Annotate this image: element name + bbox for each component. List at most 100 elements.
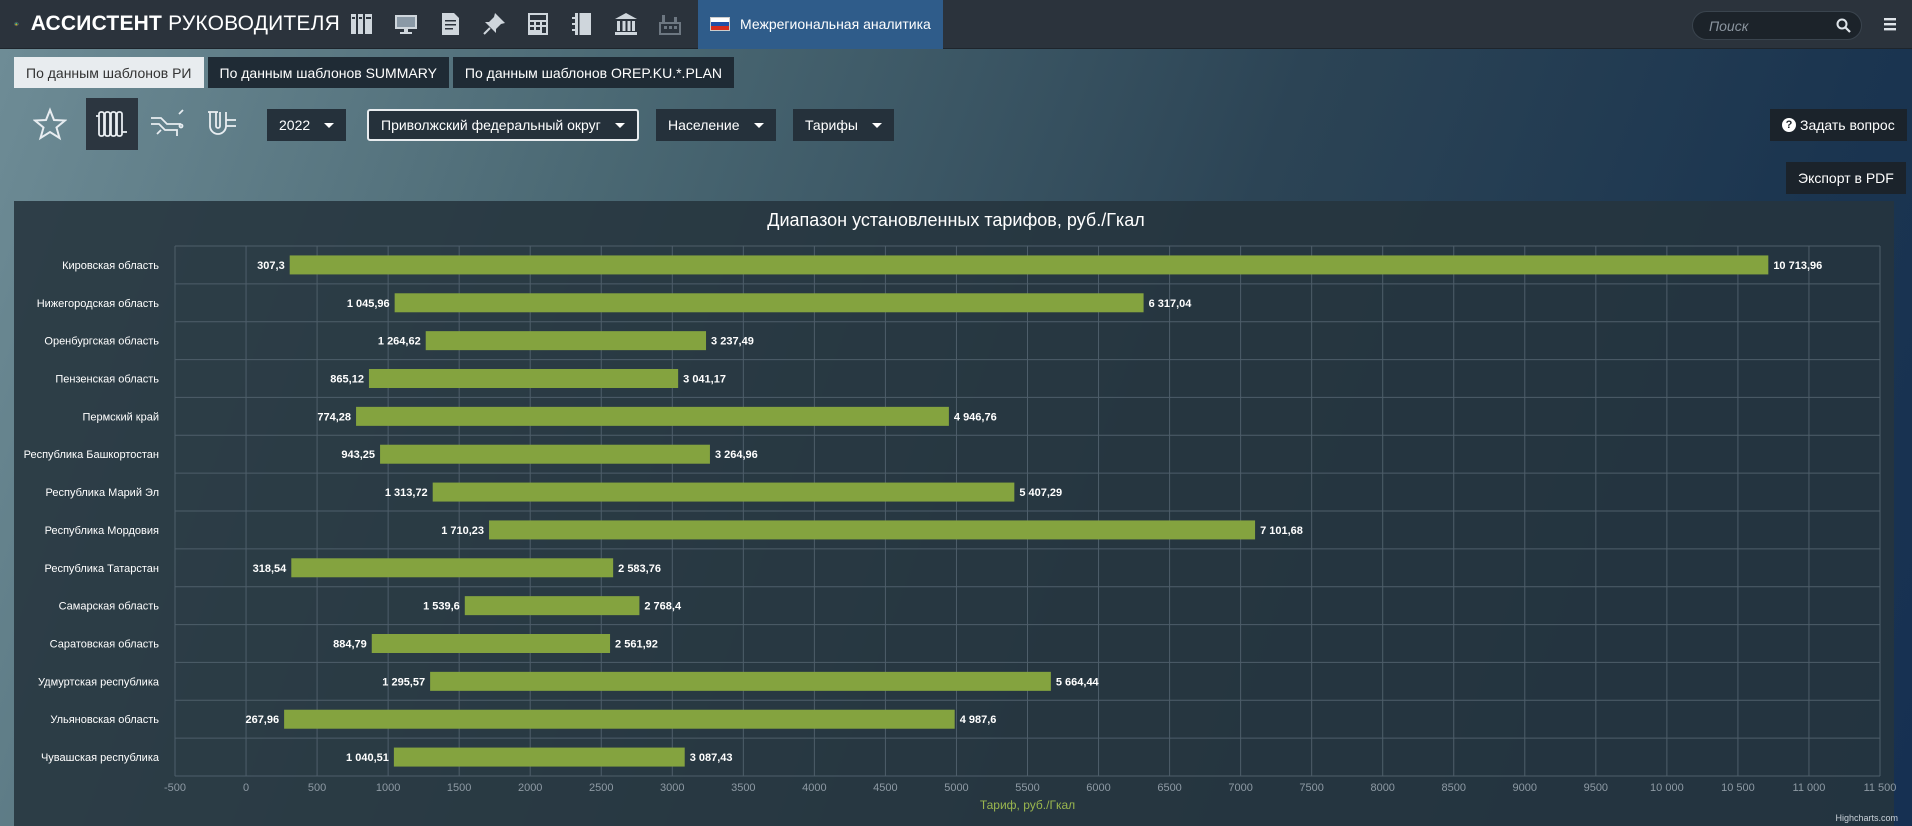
document-icon[interactable] — [428, 0, 472, 49]
category-label: Самарская область — [59, 601, 160, 613]
low-value-label: 1 539,6 — [423, 601, 460, 613]
category-label: Республика Марий Эл — [46, 487, 159, 499]
range-bar — [289, 255, 1769, 275]
chevron-down-icon — [753, 122, 764, 128]
range-bar — [284, 709, 955, 729]
high-value-label: 3 041,17 — [683, 374, 726, 386]
x-tick-label: 5500 — [1015, 782, 1039, 794]
sewage-pipe-icon[interactable] — [196, 98, 248, 150]
x-tick-label: 8500 — [1442, 782, 1466, 794]
category-label: Республика Мордовия — [45, 525, 159, 537]
range-bar — [489, 520, 1256, 540]
water-pipe-icon[interactable] — [142, 98, 194, 150]
category-label: Кировская область — [62, 260, 159, 272]
metric-dropdown[interactable]: Тарифы — [793, 109, 894, 141]
x-tick-label: 10 000 — [1650, 782, 1684, 794]
range-bar — [430, 671, 1051, 691]
chevron-down-icon — [324, 122, 335, 128]
pin-icon[interactable] — [472, 0, 516, 49]
x-tick-label: 500 — [308, 782, 326, 794]
tab-ri-templates[interactable]: По данным шаблонов РИ — [14, 57, 204, 88]
tab-orep-templates[interactable]: По данным шаблонов OREP.KU.*.PLAN — [452, 57, 735, 88]
ask-question-label: Задать вопрос — [1800, 117, 1895, 133]
monitor-icon[interactable] — [384, 0, 428, 49]
low-value-label: 865,12 — [330, 374, 364, 386]
x-tick-label: 2000 — [518, 782, 542, 794]
low-value-label: 884,79 — [333, 639, 367, 651]
district-dropdown[interactable]: Приволжский федеральный округ — [367, 109, 639, 141]
tab-summary-templates[interactable]: По данным шаблонов SUMMARY — [207, 57, 449, 88]
x-tick-label: 11 500 — [1864, 782, 1897, 794]
x-tick-label: 1500 — [447, 782, 471, 794]
notebook-icon[interactable] — [560, 0, 604, 49]
high-value-label: 5 407,29 — [1019, 487, 1062, 499]
high-value-label: 3 237,49 — [711, 336, 754, 348]
high-value-label: 4 946,76 — [954, 411, 997, 423]
low-value-label: 774,28 — [317, 411, 351, 423]
x-tick-label: 9500 — [1584, 782, 1608, 794]
high-value-label: 5 664,44 — [1056, 676, 1100, 688]
high-value-label: 3 264,96 — [715, 449, 758, 461]
top-bar: АССИСТЕНТ РУКОВОДИТЕЛЯ Межрегиональная а — [0, 0, 1912, 49]
chart-credits[interactable]: Highcharts.com — [1835, 813, 1898, 823]
range-bar — [393, 747, 685, 767]
low-value-label: 1 040,51 — [346, 752, 389, 764]
category-label: Пензенская область — [55, 374, 159, 386]
consumer-dropdown[interactable]: Население — [656, 109, 776, 141]
x-tick-label: 10 500 — [1721, 782, 1755, 794]
x-tick-label: 3500 — [731, 782, 755, 794]
library-icon[interactable] — [340, 0, 384, 49]
high-value-label: 10 713,96 — [1773, 260, 1822, 272]
range-bar — [432, 482, 1015, 502]
low-value-label: 267,96 — [245, 714, 279, 726]
radiator-icon[interactable] — [86, 98, 138, 150]
category-label: Республика Татарстан — [44, 563, 159, 575]
app-title-bold: АССИСТЕНТ — [30, 12, 163, 35]
category-label: Ульяновская область — [50, 714, 159, 726]
nav-interregional-analytics[interactable]: Межрегиональная аналитика — [698, 0, 943, 49]
x-tick-label: 0 — [243, 782, 249, 794]
x-tick-label: -500 — [164, 782, 186, 794]
high-value-label: 2 768,4 — [644, 601, 682, 613]
logo-icon — [14, 21, 19, 27]
ask-question-button[interactable]: ? Задать вопрос — [1770, 109, 1907, 141]
x-tick-label: 7000 — [1228, 782, 1252, 794]
low-value-label: 1 295,57 — [382, 676, 425, 688]
x-tick-label: 11 000 — [1793, 782, 1826, 794]
app-title-regular: РУКОВОДИТЕЛЯ — [168, 12, 340, 35]
low-value-label: 943,25 — [341, 449, 375, 461]
calculator-icon[interactable] — [516, 0, 560, 49]
range-bar — [356, 406, 949, 426]
district-value: Приволжский федеральный округ — [381, 117, 601, 133]
hamburger-menu-icon[interactable] — [1880, 13, 1902, 35]
low-value-label: 1 045,96 — [347, 298, 390, 310]
x-tick-label: 7500 — [1299, 782, 1323, 794]
low-value-label: 307,3 — [257, 260, 285, 272]
x-tick-label: 2500 — [589, 782, 613, 794]
nav-icons: Межрегиональная аналитика — [340, 0, 943, 49]
low-value-label: 1 710,23 — [441, 525, 484, 537]
search-icon[interactable] — [1836, 18, 1851, 33]
high-value-label: 7 101,68 — [1260, 525, 1303, 537]
category-label: Удмуртская республика — [38, 676, 160, 688]
export-pdf-button[interactable]: Экспорт в PDF — [1786, 162, 1906, 194]
favorite-star-icon[interactable] — [24, 98, 76, 150]
high-value-label: 2 583,76 — [618, 563, 661, 575]
category-label: Республика Башкортостан — [24, 449, 159, 461]
high-value-label: 3 087,43 — [690, 752, 733, 764]
category-label: Оренбургская область — [44, 336, 159, 348]
high-value-label: 4 987,6 — [960, 714, 997, 726]
search-input[interactable] — [1709, 17, 1836, 34]
x-tick-label: 9000 — [1513, 782, 1537, 794]
app-logo[interactable]: АССИСТЕНТ РУКОВОДИТЕЛЯ — [0, 3, 340, 45]
year-value: 2022 — [279, 117, 311, 133]
range-bar — [368, 369, 679, 388]
x-tick-label: 4500 — [873, 782, 897, 794]
category-label: Саратовская область — [50, 639, 160, 651]
factory-icon[interactable] — [648, 0, 692, 49]
bank-icon[interactable] — [604, 0, 648, 49]
year-dropdown[interactable]: 2022 — [267, 109, 347, 141]
high-value-label: 2 561,92 — [615, 639, 658, 651]
chevron-down-icon — [614, 122, 625, 128]
